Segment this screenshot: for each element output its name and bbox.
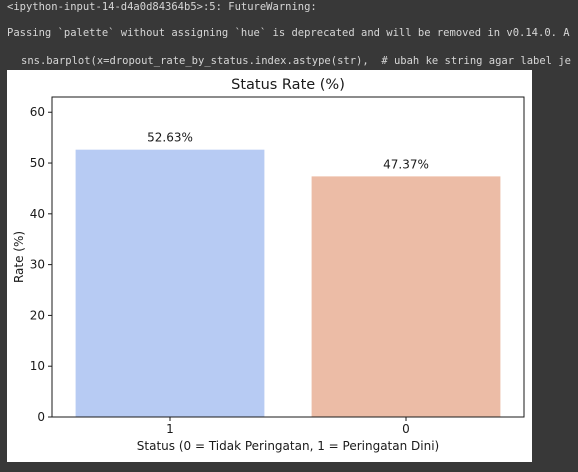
warning-header-line: <ipython-input-14-d4a0d84364b5>:5: Futur… xyxy=(7,1,317,13)
bar-chart: Status Rate (%) 52.63%47.37% 01020304050… xyxy=(12,77,525,453)
x-axis-label: Status (0 = Tidak Peringatan, 1 = Pering… xyxy=(137,439,439,453)
data-label-1: 52.63% xyxy=(147,131,193,145)
y-tick-label: 0 xyxy=(37,410,45,424)
y-tick-label: 10 xyxy=(30,359,45,373)
x-tick-label: 1 xyxy=(166,422,174,436)
y-axis-label: Rate (%) xyxy=(12,231,26,283)
y-tick-label: 40 xyxy=(30,207,45,221)
y-tick-label: 30 xyxy=(30,258,45,272)
x-tick-label: 0 xyxy=(402,422,410,436)
bar-1 xyxy=(75,149,265,417)
warning-code-line: sns.barplot(x=dropout_rate_by_status.ind… xyxy=(21,55,571,67)
chart-title: Status Rate (%) xyxy=(231,77,345,93)
warning-message-line: Passing `palette` without assigning `hue… xyxy=(7,27,570,39)
plot-frame xyxy=(51,96,525,418)
y-axis-ticks: 0 10 20 30 40 50 60 xyxy=(30,105,52,424)
bars-layer: 52.63% 47.37% xyxy=(75,131,501,417)
y-tick-label: 50 xyxy=(30,156,45,170)
output-console: <ipython-input-14-d4a0d84364b5>:5: Futur… xyxy=(0,0,578,70)
bar-0 xyxy=(311,176,501,417)
chart-figure: Status Rate (%) 52.63% 47.37% 0 10 20 30 40 50… xyxy=(7,70,532,462)
data-label-0: 47.37% xyxy=(383,157,429,171)
y-tick-label: 60 xyxy=(30,105,45,119)
y-tick-label: 20 xyxy=(30,308,45,322)
